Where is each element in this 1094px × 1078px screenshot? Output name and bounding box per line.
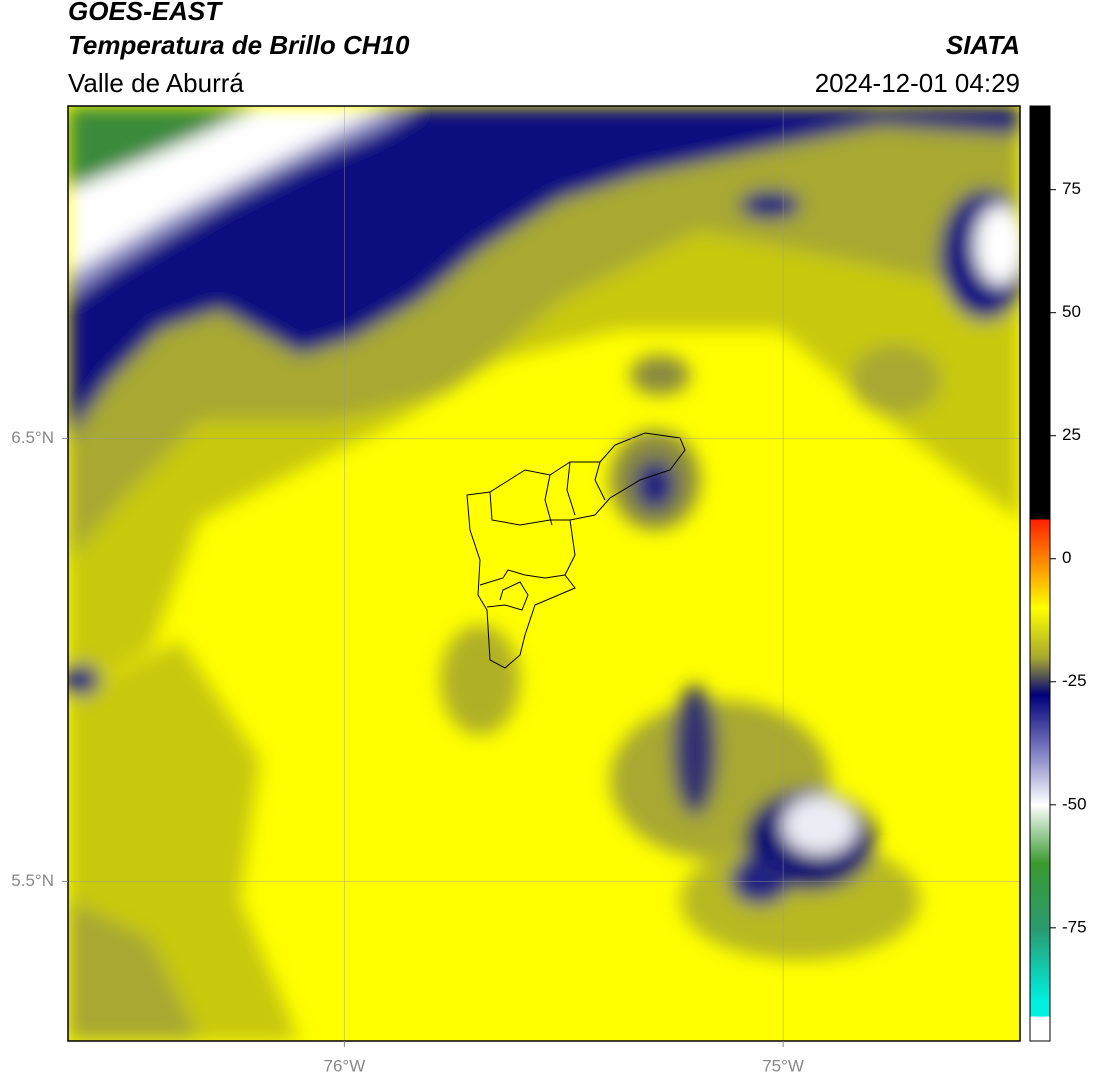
colorbar — [1029, 105, 1051, 1042]
colorbar-tick-label: 25 — [1062, 425, 1081, 444]
source: SIATA — [946, 30, 1020, 60]
y-tick-label: 6.5°N — [11, 428, 54, 447]
subtitle: Temperatura de Brillo CH10 — [68, 30, 410, 60]
title: GOES-EAST — [68, 0, 223, 26]
colorbar-tick-label: 75 — [1062, 179, 1081, 198]
colorbar-tick-label: -25 — [1062, 671, 1087, 690]
x-tick-label: 76°W — [324, 1056, 366, 1075]
satellite-image — [68, 106, 1020, 1041]
colorbar-tick-label: -75 — [1062, 917, 1087, 936]
colorbar-tick-label: -50 — [1062, 794, 1087, 813]
timestamp: 2024-12-01 04:29 — [815, 68, 1020, 98]
grid — [68, 106, 1020, 1041]
x-tick-label: 75°W — [762, 1056, 804, 1075]
municipal-boundaries — [466, 432, 686, 669]
colorbar-tick-label: 50 — [1062, 302, 1081, 321]
region: Valle de Aburrá — [68, 68, 244, 98]
y-tick-label: 5.5°N — [11, 871, 54, 890]
colorbar-tick-label: 0 — [1062, 548, 1071, 567]
plot-frame — [67, 105, 1021, 1042]
